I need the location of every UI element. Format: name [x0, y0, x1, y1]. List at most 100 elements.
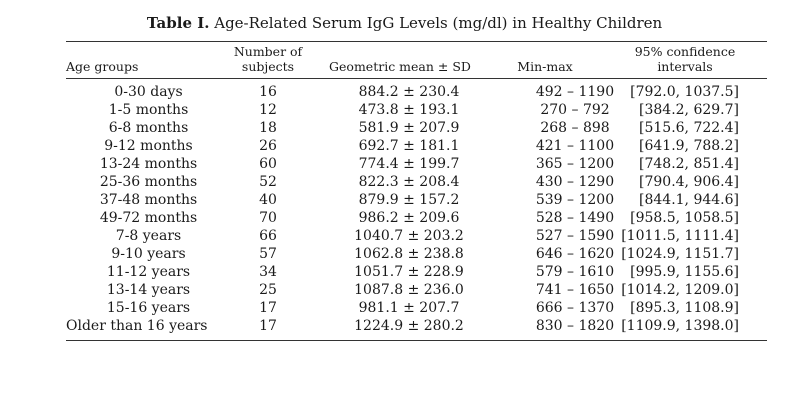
table-caption: Table I. Age-Related Serum IgG Levels (m…: [0, 14, 809, 32]
age-group-cell: 0-30 days: [114, 84, 183, 100]
confidence-interval-cell: [384.2, 629.7]: [639, 102, 739, 118]
confidence-interval-cell: [1109.9, 1398.0]: [621, 318, 739, 334]
min-max-cell: 365 – 1200: [535, 156, 615, 172]
min-max-cell: 741 – 1650: [535, 282, 615, 298]
min-max-cell: 539 – 1200: [535, 192, 615, 208]
age-group-cell: 25-36 months: [99, 174, 198, 190]
min-max-cell: 270 – 792: [540, 102, 610, 118]
bottom-rule: [66, 340, 767, 341]
geometric-mean-cell: 581.9 ± 207.9: [358, 120, 460, 136]
header-ci-line1: 95% confidence: [634, 44, 736, 59]
geometric-mean-cell: 822.3 ± 208.4: [358, 174, 460, 190]
geometric-mean-cell: 692.7 ± 181.1: [358, 138, 460, 154]
min-max-cell: 528 – 1490: [535, 210, 615, 226]
subjects-cell: 25: [259, 282, 277, 298]
confidence-interval-cell: [958.5, 1058.5]: [630, 210, 739, 226]
subjects-cell: 66: [259, 228, 277, 244]
confidence-interval-cell: [895.3, 1108.9]: [630, 300, 739, 316]
confidence-interval-cell: [1014.2, 1209.0]: [621, 282, 739, 298]
header-min-max: Min-max: [517, 59, 573, 74]
age-group-cell: 6-8 months: [108, 120, 189, 136]
table-row: 9-12 months 26 692.7 ± 181.1 421 – 1100 …: [66, 137, 767, 155]
table-row: 9-10 years 57 1062.8 ± 238.8 646 – 1620 …: [66, 245, 767, 263]
geometric-mean-cell: 1087.8 ± 236.0: [354, 282, 464, 298]
subjects-cell: 26: [259, 138, 277, 154]
confidence-interval-cell: [792.0, 1037.5]: [630, 84, 739, 100]
table-title: Age-Related Serum IgG Levels (mg/dl) in …: [214, 14, 663, 32]
age-group-cell: 1-5 months: [108, 102, 189, 118]
table-row: 37-48 months 40 879.9 ± 157.2 539 – 1200…: [66, 191, 767, 209]
subjects-cell: 70: [259, 210, 277, 226]
confidence-interval-cell: [844.1, 944.6]: [639, 192, 739, 208]
age-group-cell: 9-10 years: [111, 246, 186, 262]
header-geometric-mean-sd: Geometric mean ± SD: [329, 59, 471, 74]
age-group-cell: Older than 16 years: [66, 318, 208, 334]
min-max-cell: 830 – 1820: [535, 318, 615, 334]
header-age-groups: Age groups: [66, 59, 139, 74]
age-group-cell: 37-48 months: [99, 192, 198, 208]
header-confidence-intervals: 95% confidence intervals: [620, 44, 750, 74]
table-row: 25-36 months 52 822.3 ± 208.4 430 – 1290…: [66, 173, 767, 191]
subjects-cell: 12: [259, 102, 277, 118]
header-number-line1: Number of: [233, 44, 303, 59]
age-group-cell: 13-14 years: [106, 282, 191, 298]
min-max-cell: 646 – 1620: [535, 246, 615, 262]
age-group-cell: 15-16 years: [106, 300, 191, 316]
confidence-interval-cell: [515.6, 722.4]: [639, 120, 739, 136]
age-group-cell: 13-24 months: [99, 156, 198, 172]
min-max-cell: 430 – 1290: [535, 174, 615, 190]
min-max-cell: 492 – 1190: [535, 84, 615, 100]
confidence-interval-cell: [995.9, 1155.6]: [630, 264, 739, 280]
table-row: 13-24 months 60 774.4 ± 199.7 365 – 1200…: [66, 155, 767, 173]
subjects-cell: 17: [259, 318, 277, 334]
geometric-mean-cell: 1224.9 ± 280.2: [354, 318, 464, 334]
geometric-mean-cell: 981.1 ± 207.7: [358, 300, 460, 316]
table-row: 11-12 years 34 1051.7 ± 228.9 579 – 1610…: [66, 263, 767, 281]
subjects-cell: 40: [259, 192, 277, 208]
confidence-interval-cell: [1011.5, 1111.4]: [621, 228, 739, 244]
confidence-interval-cell: [790.4, 906.4]: [639, 174, 739, 190]
table-row: 0-30 days 16 884.2 ± 230.4 492 – 1190 [7…: [66, 83, 767, 101]
subjects-cell: 18: [259, 120, 277, 136]
subjects-cell: 17: [259, 300, 277, 316]
top-rule: [66, 41, 767, 42]
table-row: Older than 16 years 17 1224.9 ± 280.2 83…: [66, 317, 767, 335]
table-row: 1-5 months 12 473.8 ± 193.1 270 – 792 [3…: [66, 101, 767, 119]
subjects-cell: 34: [259, 264, 277, 280]
geometric-mean-cell: 774.4 ± 199.7: [358, 156, 460, 172]
header-rule: [66, 78, 767, 79]
subjects-cell: 60: [259, 156, 277, 172]
table-row: 13-14 years 25 1087.8 ± 236.0 741 – 1650…: [66, 281, 767, 299]
table-label: Table I.: [146, 14, 210, 32]
geometric-mean-cell: 1062.8 ± 238.8: [354, 246, 464, 262]
header-number-line2: subjects: [241, 59, 295, 74]
subjects-cell: 57: [259, 246, 277, 262]
confidence-interval-cell: [641.9, 788.2]: [639, 138, 739, 154]
subjects-cell: 16: [259, 84, 277, 100]
geometric-mean-cell: 1051.7 ± 228.9: [354, 264, 464, 280]
table-row: 15-16 years 17 981.1 ± 207.7 666 – 1370 …: [66, 299, 767, 317]
geometric-mean-cell: 884.2 ± 230.4: [358, 84, 460, 100]
age-group-cell: 7-8 years: [115, 228, 182, 244]
age-group-cell: 9-12 months: [104, 138, 193, 154]
min-max-cell: 268 – 898: [540, 120, 610, 136]
age-group-cell: 49-72 months: [99, 210, 198, 226]
min-max-cell: 666 – 1370: [535, 300, 615, 316]
geometric-mean-cell: 879.9 ± 157.2: [358, 192, 460, 208]
geometric-mean-cell: 1040.7 ± 203.2: [354, 228, 464, 244]
min-max-cell: 579 – 1610: [535, 264, 615, 280]
table-body: 0-30 days 16 884.2 ± 230.4 492 – 1190 [7…: [66, 83, 767, 335]
confidence-interval-cell: [1024.9, 1151.7]: [621, 246, 739, 262]
geometric-mean-cell: 473.8 ± 193.1: [358, 102, 460, 118]
subjects-cell: 52: [259, 174, 277, 190]
age-group-cell: 11-12 years: [106, 264, 191, 280]
table-row: 7-8 years 66 1040.7 ± 203.2 527 – 1590 […: [66, 227, 767, 245]
table-row: 6-8 months 18 581.9 ± 207.9 268 – 898 [5…: [66, 119, 767, 137]
header-ci-line2: intervals: [657, 59, 713, 74]
header-number-of-subjects: Number of subjects: [222, 44, 314, 74]
confidence-interval-cell: [748.2, 851.4]: [639, 156, 739, 172]
min-max-cell: 527 – 1590: [535, 228, 615, 244]
table-row: 49-72 months 70 986.2 ± 209.6 528 – 1490…: [66, 209, 767, 227]
geometric-mean-cell: 986.2 ± 209.6: [358, 210, 460, 226]
min-max-cell: 421 – 1100: [535, 138, 615, 154]
